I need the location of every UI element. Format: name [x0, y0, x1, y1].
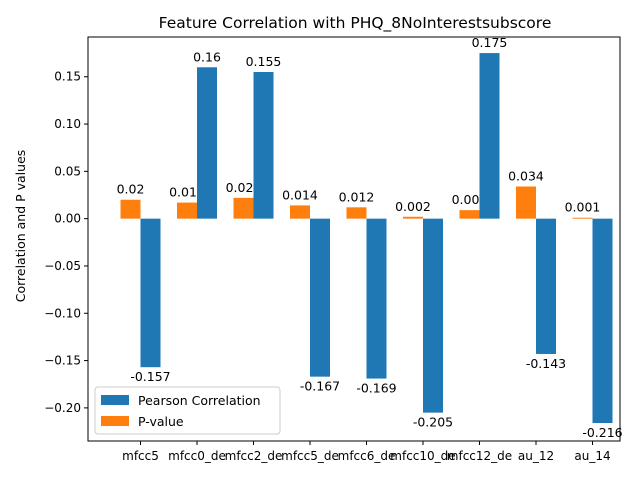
pvalue-bar — [572, 217, 593, 219]
pearson-bar — [140, 218, 161, 368]
y-tick-label: 0.10 — [54, 117, 81, 131]
legend: Pearson Correlation P-value — [94, 386, 281, 435]
pvalue-data-label: 0.002 — [395, 199, 431, 214]
pvalue-data-label: 0.001 — [565, 200, 601, 215]
x-tick-label: mfcc0_de — [168, 449, 226, 463]
pearson-data-label: -0.143 — [526, 356, 566, 371]
pvalue-data-label: 0.022 — [226, 180, 262, 195]
pvalue-bar — [516, 186, 536, 219]
x-tick-label: mfcc6_de — [338, 449, 396, 463]
pvalue-bar — [290, 205, 310, 219]
y-tick-label: −0.05 — [44, 259, 81, 273]
pearson-bar — [310, 218, 330, 377]
pvalue-bar — [177, 202, 197, 219]
legend-swatch — [101, 416, 129, 426]
x-tick-label: mfcc10_de — [390, 449, 455, 463]
pvalue-data-label: 0.012 — [339, 189, 375, 204]
plot-frame — [87, 36, 621, 442]
x-tick-label: au_12 — [518, 449, 554, 463]
pearson-data-label: -0.167 — [300, 379, 340, 394]
pvalue-data-label: 0.009 — [452, 192, 488, 207]
pvalue-data-label: 0.017 — [169, 185, 205, 200]
pearson-data-label: 0.175 — [472, 35, 508, 50]
pvalue-bar — [233, 197, 254, 219]
plot-area: −0.20 −0.15 −0.10 −0.05 0.00 0.05 0.10 0.15 0.02… — [44, 35, 622, 463]
pearson-bar — [253, 72, 274, 219]
pvalue-bar — [403, 216, 423, 219]
pearson-data-label: -0.205 — [413, 415, 453, 430]
legend-swatch — [101, 395, 129, 405]
pearson-bar — [423, 218, 443, 413]
pvalue-bar — [346, 207, 367, 219]
pvalue-bar — [120, 199, 141, 219]
pearson-data-label: 0.16 — [193, 49, 221, 64]
y-tick-label: −0.10 — [44, 306, 81, 320]
x-tick-label: mfcc5 — [122, 449, 159, 463]
pearson-data-label: -0.157 — [130, 369, 170, 384]
x-tick-label: mfcc5_de — [281, 449, 339, 463]
pvalue-data-label: 0.02 — [117, 182, 145, 197]
y-tick-label: 0.05 — [54, 164, 81, 178]
y-tick-label: 0.15 — [54, 70, 81, 84]
chart-title: Feature Correlation with PHQ_8NoInterest… — [159, 14, 552, 33]
y-tick-label: −0.20 — [44, 401, 81, 415]
x-tick-label: mfcc12_de — [447, 449, 512, 463]
pearson-bar — [197, 67, 217, 219]
y-tick-label: 0.00 — [54, 212, 81, 226]
pvalue-data-label: 0.014 — [282, 187, 318, 202]
pearson-bar — [592, 218, 613, 424]
x-tick-label: au_14 — [574, 449, 610, 463]
pvalue-data-label: 0.034 — [508, 168, 544, 183]
pearson-data-label: -0.216 — [582, 425, 622, 440]
pearson-bar — [479, 53, 500, 219]
y-axis-label: Correlation and P values — [13, 150, 28, 303]
pearson-bar — [366, 218, 387, 379]
legend-box — [94, 386, 281, 435]
pearson-bar — [536, 218, 556, 354]
legend-entry: Pearson Correlation — [138, 393, 261, 408]
y-tick-label: −0.15 — [44, 354, 81, 368]
legend-entry: P-value — [138, 414, 184, 429]
pvalue-bar — [459, 210, 480, 219]
pearson-data-label: 0.155 — [246, 54, 282, 69]
pearson-data-label: -0.169 — [356, 381, 396, 396]
x-tick-label: mfcc2_de — [225, 449, 283, 463]
